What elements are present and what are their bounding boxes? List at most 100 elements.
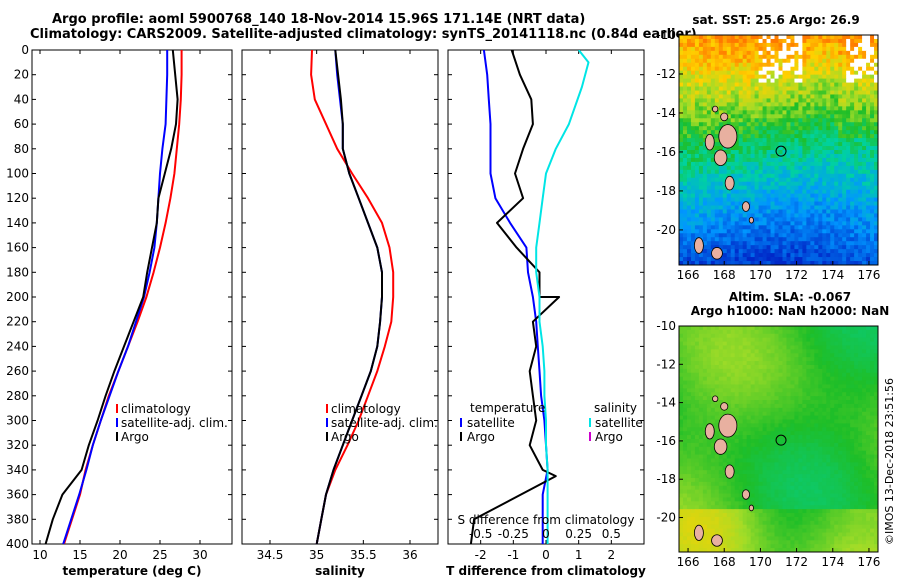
y-tick-label: -16 [656, 145, 676, 159]
x-tick-label: 168 [713, 555, 736, 569]
argo-position-marker [775, 145, 787, 157]
island-shape [741, 489, 750, 500]
x-tick-label: -1 [507, 548, 519, 562]
series-line-argo [315, 50, 383, 544]
legend-label: Argo [467, 430, 495, 444]
island-shape [718, 124, 738, 149]
map-title-sla: Altim. SLA: -0.067 [729, 290, 851, 304]
legend-label: climatology [121, 402, 191, 416]
island-shape [741, 201, 750, 212]
top-axis-tick-label: -0.25 [498, 527, 529, 541]
island-shape [713, 438, 728, 455]
x-tick-label: 176 [858, 268, 881, 282]
y-tick-label: 360 [6, 488, 29, 502]
top-axis-tick-label: 0 [542, 527, 550, 541]
y-tick-label: -10 [656, 319, 676, 333]
island-shape [711, 247, 723, 260]
y-tick-label: -18 [656, 184, 676, 198]
island-shape [724, 175, 735, 191]
series-line-climatology [310, 50, 395, 544]
y-tick-label: -10 [656, 28, 676, 42]
top-axis-label: S difference from climatology [458, 513, 635, 527]
island-shape [748, 216, 754, 224]
x-tick-label: 35.5 [350, 548, 377, 562]
series-line-t-argo [469, 50, 561, 544]
temperature-profile: 0 20 40 60 80 100 120 140 160 180 200 220 240 260 280 3… [6, 43, 233, 578]
x-tick-label: 30 [192, 548, 207, 562]
series-line-argo [44, 50, 179, 544]
island-shape [711, 534, 723, 547]
x-tick-label: 35 [309, 548, 324, 562]
x-tick-label: 166 [677, 555, 700, 569]
figure-title-line1: Argo profile: aoml 5900768_140 18-Nov-20… [52, 12, 586, 27]
x-tick-label: 166 [677, 268, 700, 282]
x-tick-label: 170 [749, 555, 772, 569]
map-title-heights: Argo h1000: NaN h2000: NaN [691, 304, 890, 318]
y-tick-label: 80 [14, 142, 29, 156]
y-tick-label: -20 [656, 223, 676, 237]
series-line-satellite-adj-clim- [62, 50, 169, 544]
y-tick-label: 200 [6, 290, 29, 304]
x-tick-label: -2 [475, 548, 487, 562]
temperature-profile-series [44, 50, 183, 544]
y-tick-label: -12 [656, 357, 676, 371]
y-tick-label: 380 [6, 512, 29, 526]
x-tick-label: 15 [72, 548, 87, 562]
y-tick-label: -12 [656, 67, 676, 81]
island-shape [718, 413, 738, 438]
series-line-s-satellite [535, 50, 590, 544]
island-shape [693, 524, 704, 541]
legend-label: satellite [595, 416, 643, 430]
x-tick-label: 176 [858, 555, 881, 569]
island-shape [713, 149, 728, 166]
difference-profile-series [469, 50, 590, 544]
y-tick-label: 140 [6, 216, 29, 230]
x-tick-label: 170 [749, 268, 772, 282]
salinity-profile-series [310, 50, 395, 544]
y-tick-label: 340 [6, 463, 29, 477]
salinity-profile-axes-box [241, 49, 439, 545]
y-tick-label: 160 [6, 241, 29, 255]
y-tick-label: 400 [6, 537, 29, 551]
legend-label: satellite [467, 416, 515, 430]
x-tick-label: 172 [785, 268, 808, 282]
y-tick-label: -18 [656, 472, 676, 486]
island-shape [693, 237, 704, 254]
x-tick-label: 174 [821, 268, 844, 282]
x-tick-label: 174 [821, 555, 844, 569]
x-axis-label: salinity [315, 564, 365, 578]
y-tick-label: 220 [6, 315, 29, 329]
y-tick-label: -14 [656, 106, 676, 120]
legend-title-salinity: salinity [594, 401, 637, 415]
temperature-profile-axes-box [31, 49, 233, 545]
y-tick-label: 0 [21, 43, 29, 57]
island-shape [748, 504, 754, 512]
island-shape [712, 395, 719, 403]
island-shape [720, 112, 729, 122]
legend-label: Argo [121, 430, 149, 444]
island-shape [724, 464, 735, 479]
legend-label: satellite-adj. clim. [121, 416, 228, 430]
island-shape [704, 134, 715, 151]
legend-title-temperature: temperature [470, 401, 545, 415]
timestamp-stamp: ©IMOS 13-Dec-2018 23:51:56 [883, 378, 896, 545]
x-tick-label: 2 [608, 548, 616, 562]
island-shape [704, 423, 715, 440]
sla-map-frame [678, 325, 879, 553]
x-axis-label: temperature (deg C) [63, 564, 202, 578]
y-tick-label: 40 [14, 92, 29, 106]
x-tick-label: 1 [575, 548, 583, 562]
y-tick-label: 260 [6, 364, 29, 378]
y-tick-label: 20 [14, 68, 29, 82]
figure-title-line2: Climatology: CARS2009. Satellite-adjuste… [30, 27, 697, 42]
x-tick-label: 20 [112, 548, 127, 562]
sst-map: 166 168 170 172 174 176 -10 -12 -14 -16 -18 -20 sat.… [656, 13, 880, 282]
x-axis-label: T difference from climatology [446, 564, 646, 578]
legend-label: Argo [595, 430, 623, 444]
difference-profile: -2 -1 0 1 2 T difference from climatology S di… [446, 49, 646, 578]
y-tick-label: -16 [656, 434, 676, 448]
x-tick-label: 25 [152, 548, 167, 562]
sst-map-frame [678, 34, 879, 266]
legend-label: Argo [331, 430, 359, 444]
